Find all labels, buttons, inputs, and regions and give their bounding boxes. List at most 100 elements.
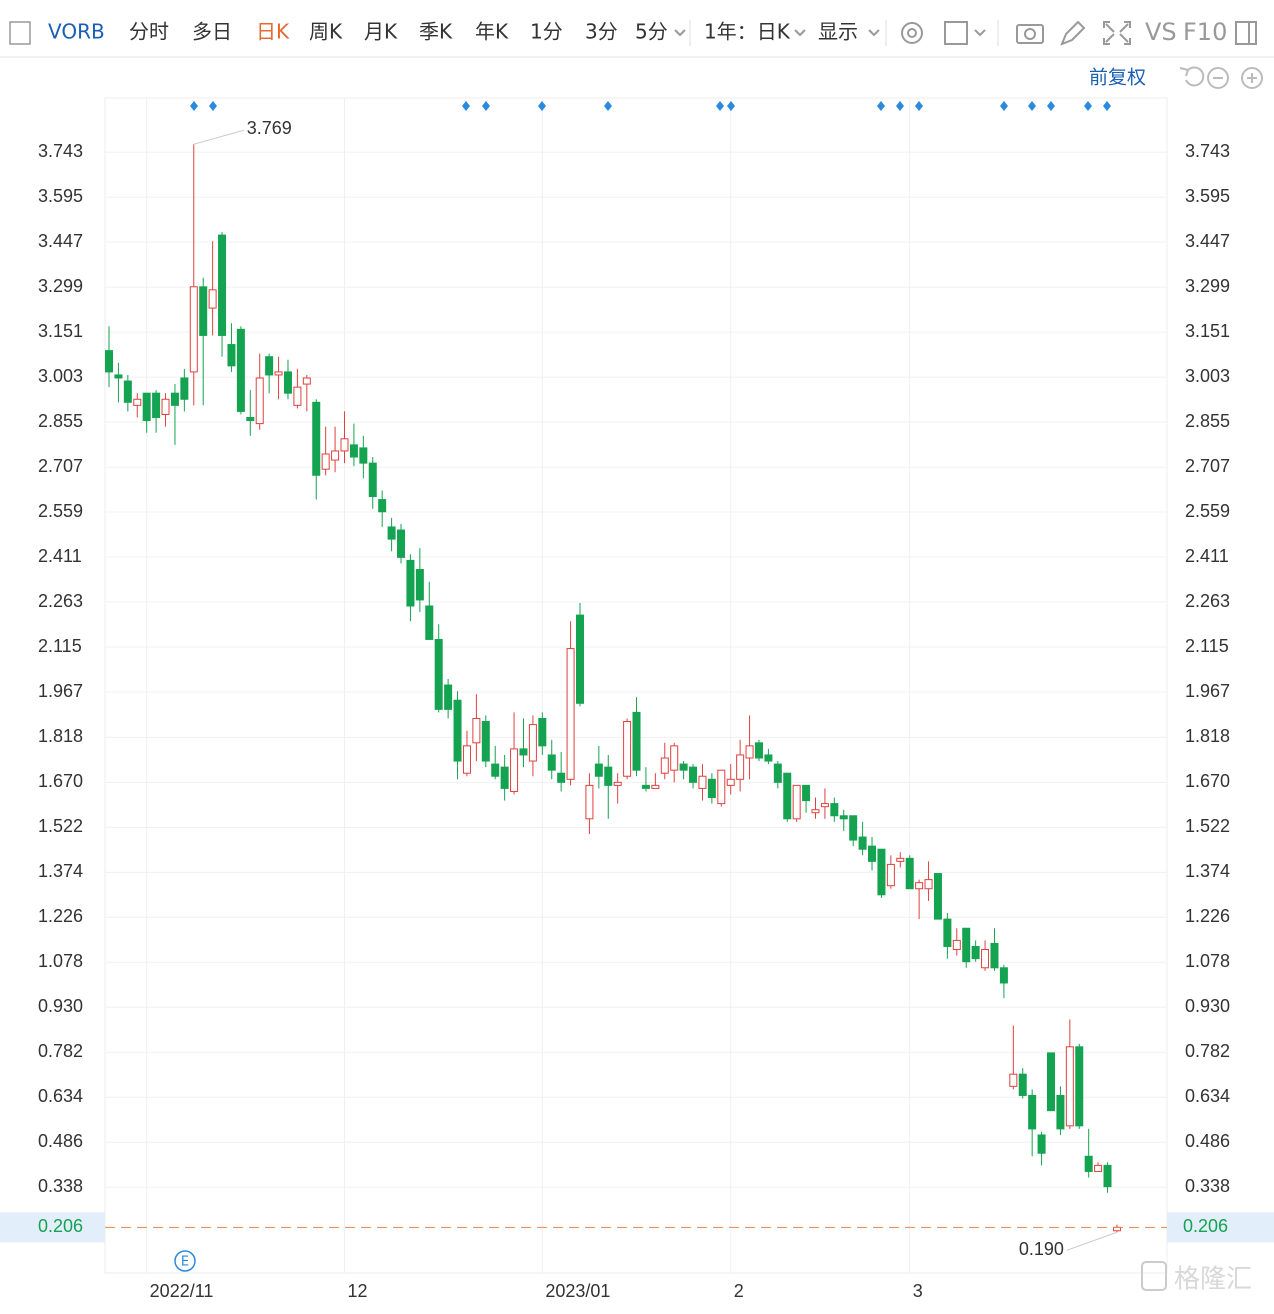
candle-body	[698, 775, 707, 789]
period-selector[interactable]: 1年：日K	[704, 20, 791, 44]
y2-tick-label: 1.374	[1185, 861, 1230, 881]
candle-body	[462, 745, 471, 774]
y2-tick-label: 0.930	[1185, 996, 1230, 1016]
candle-body	[679, 763, 688, 771]
candle-body	[387, 526, 396, 540]
y-tick-label: 0.930	[38, 996, 83, 1016]
zoom-in-icon[interactable]	[1241, 67, 1263, 89]
candle-body	[886, 863, 895, 887]
period-tab[interactable]: 周K	[309, 20, 343, 44]
candle-body	[152, 392, 161, 419]
watermark-logo	[1141, 1261, 1167, 1291]
period-tab[interactable]: 1分	[530, 20, 563, 44]
candle-body	[500, 766, 509, 789]
candle-body	[114, 374, 123, 379]
period-tab[interactable]: 5分	[635, 20, 668, 44]
period-tab[interactable]: 多日	[192, 20, 232, 44]
zoom-out-icon[interactable]	[1207, 67, 1229, 89]
candle-body	[444, 684, 453, 710]
y2-tick-label: 3.595	[1185, 186, 1230, 206]
toolbar: VORB 1年：日K 显示 VS F10 分时 多日 日K 周K 月K 季K 年K 1分 3分 5…	[0, 18, 1274, 58]
candle-body	[623, 721, 632, 777]
camera-lens	[1024, 28, 1036, 40]
candle-body	[246, 417, 255, 422]
event-marker	[877, 101, 885, 111]
candle-body	[302, 377, 311, 385]
period-tab[interactable]: 分时	[129, 20, 169, 44]
settings-icon[interactable]	[901, 22, 923, 44]
candle-body	[745, 745, 754, 759]
period-tab[interactable]: 日K	[256, 20, 290, 44]
grid	[0, 98, 1274, 1273]
event-marker	[896, 101, 904, 111]
panel-icon[interactable]	[9, 21, 31, 45]
candle-body	[1028, 1094, 1037, 1130]
sidebar-icon[interactable]	[1235, 21, 1257, 45]
candle-body	[868, 845, 877, 862]
annotation: 3.769	[247, 118, 292, 138]
y-tick-label: 3.003	[38, 366, 83, 386]
candle-body	[133, 398, 142, 406]
candle-body	[736, 754, 745, 780]
display-selector[interactable]: 显示	[818, 20, 858, 44]
period-tab[interactable]: 月K	[364, 20, 398, 44]
candle-body	[142, 392, 151, 422]
f10-button[interactable]: F10	[1183, 18, 1227, 46]
x-tick-label: 12	[348, 1281, 368, 1301]
candle-body	[839, 815, 848, 820]
dropdown-icon	[794, 29, 806, 37]
y-tick-label: 0.338	[38, 1176, 83, 1196]
y-tick-label: 1.374	[38, 861, 83, 881]
y2-tick-label: 2.411	[1185, 546, 1229, 566]
period-tab[interactable]: 年K	[475, 20, 509, 44]
candle-body	[293, 386, 302, 406]
candle-body	[952, 939, 961, 951]
symbol[interactable]: VORB	[48, 20, 105, 44]
camera-icon[interactable]	[1016, 24, 1044, 44]
dropdown-icon	[674, 29, 686, 37]
candle-body	[1009, 1073, 1018, 1087]
y-tick-label: 0.782	[38, 1041, 83, 1061]
candle-body	[397, 529, 406, 558]
fullscreen-icon[interactable]	[1103, 21, 1131, 45]
candle-body	[1094, 1164, 1103, 1172]
candle-body	[849, 815, 858, 841]
candle-body	[557, 772, 566, 783]
earnings-icon[interactable]	[174, 1250, 196, 1272]
y2-tick-label: 1.670	[1185, 771, 1230, 791]
event-marker	[915, 101, 923, 111]
shape-icon[interactable]	[944, 21, 968, 45]
event-marker	[482, 101, 490, 111]
period-tab[interactable]: 3分	[585, 20, 618, 44]
candle-body	[962, 927, 971, 963]
event-marker	[1028, 101, 1036, 111]
y2-tick-label: 1.522	[1185, 816, 1230, 836]
adjust-button[interactable]: 前复权	[1089, 67, 1146, 89]
candles	[105, 144, 1167, 1233]
y-tick-label: 2.855	[38, 411, 83, 431]
period-tab[interactable]: 季K	[419, 20, 453, 44]
reset-icon[interactable]	[1179, 66, 1205, 87]
y2-tick-label: 3.151	[1185, 321, 1230, 341]
candle-body	[312, 401, 321, 476]
earnings-icon-letter: E	[181, 1255, 189, 1270]
x-tick-label: 2	[734, 1281, 744, 1301]
dropdown-icon	[868, 29, 880, 37]
pen-icon[interactable]	[1060, 20, 1086, 46]
candle-body	[576, 614, 584, 704]
candle-body	[519, 748, 528, 756]
candle-body	[274, 371, 283, 376]
vs-button[interactable]: VS	[1145, 18, 1177, 46]
y2-tick-label: 3.447	[1185, 231, 1230, 251]
candle-body	[670, 745, 679, 771]
candle-body	[255, 377, 264, 425]
candle-body	[340, 438, 349, 452]
candle-body	[236, 328, 245, 412]
candle-body	[123, 380, 132, 403]
event-marker	[538, 101, 546, 111]
candle-body	[594, 763, 603, 777]
candle-body	[189, 286, 198, 373]
candle-body	[406, 559, 415, 607]
y2-tick-label: 2.263	[1185, 591, 1230, 611]
